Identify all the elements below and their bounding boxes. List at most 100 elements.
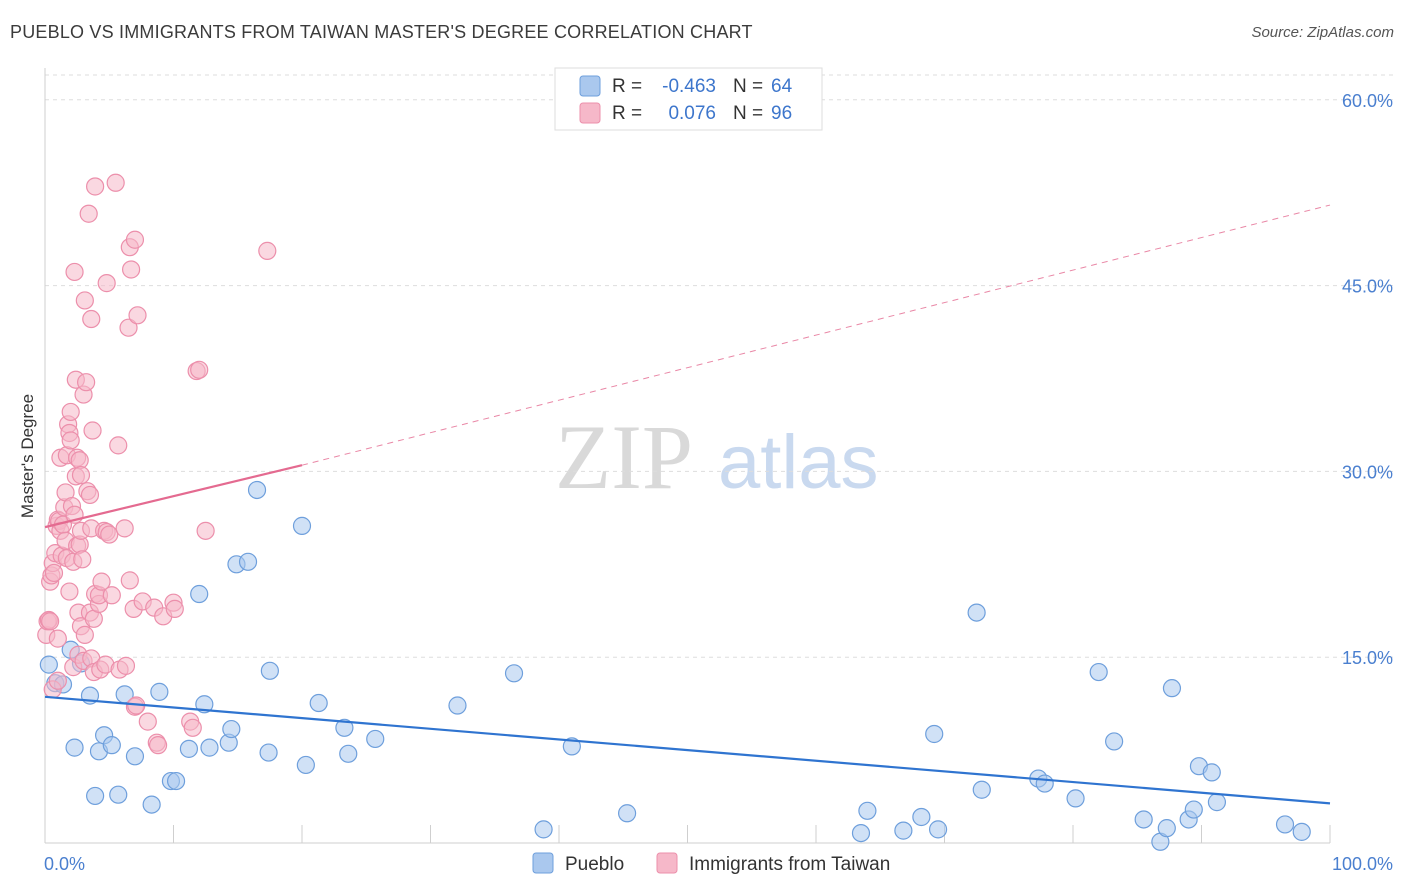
- pueblo-point: [928, 820, 948, 839]
- taiwan-point: [44, 563, 64, 583]
- y-tick-label: 60.0%: [1342, 91, 1393, 111]
- y-tick-label: 15.0%: [1342, 648, 1393, 668]
- pueblo-point: [912, 807, 931, 827]
- taiwan-point: [148, 736, 168, 755]
- taiwan-point: [80, 485, 100, 505]
- pueblo-point: [39, 655, 58, 674]
- scatter-points: [37, 173, 1311, 851]
- taiwan-point: [97, 274, 116, 293]
- taiwan-point: [165, 599, 184, 618]
- x-tick-label: 0.0%: [44, 854, 85, 874]
- taiwan-point: [183, 718, 202, 737]
- series-legend-label-taiwan: Immigrants from Taiwan: [689, 854, 890, 875]
- taiwan-point: [71, 466, 91, 485]
- pueblo-point: [851, 823, 871, 843]
- pueblo-point: [534, 820, 553, 839]
- pueblo-point: [1202, 763, 1221, 782]
- pueblo-point: [1134, 810, 1153, 829]
- pueblo-trend-line: [44, 695, 1331, 805]
- pueblo-point: [222, 719, 241, 739]
- pueblo-point: [86, 786, 105, 806]
- pueblo-point: [296, 755, 315, 775]
- taiwan-point: [121, 260, 141, 279]
- taiwan-point: [102, 586, 121, 605]
- pueblo-point: [1157, 819, 1176, 838]
- taiwan-point: [48, 629, 67, 648]
- taiwan-point: [115, 519, 134, 538]
- taiwan-point: [73, 550, 92, 569]
- y-tick-label: 45.0%: [1342, 277, 1393, 297]
- taiwan-point: [79, 204, 98, 223]
- taiwan-point: [61, 402, 80, 422]
- taiwan-point: [75, 291, 94, 310]
- watermark-zip: ZIP: [555, 406, 693, 508]
- pueblo-point: [1035, 774, 1054, 793]
- taiwan-point: [92, 572, 111, 591]
- x-tick-label: 100.0%: [1332, 854, 1393, 874]
- pueblo-point: [448, 696, 467, 715]
- pueblo-point: [109, 785, 128, 804]
- legend-r-value-2: 0.076: [668, 103, 716, 124]
- series-legend-swatch-pueblo: [532, 852, 554, 874]
- pueblo-point: [335, 718, 354, 737]
- taiwan-point: [258, 241, 277, 260]
- legend-r-value-1: -0.463: [662, 76, 716, 97]
- pueblo-point: [1275, 815, 1295, 834]
- taiwan-point: [48, 671, 67, 690]
- series-legend-swatch-taiwan: [656, 852, 678, 874]
- pueblo-point: [260, 661, 279, 680]
- pueblo-point: [1292, 822, 1311, 841]
- legend-n-label-2: N =: [733, 103, 763, 124]
- pueblo-point: [858, 801, 877, 820]
- pueblo-point: [1184, 800, 1203, 819]
- taiwan-point: [106, 173, 125, 192]
- watermark-atlas: atlas: [718, 420, 879, 505]
- pueblo-point: [190, 584, 209, 604]
- taiwan-point: [82, 309, 101, 329]
- pueblo-point: [150, 682, 169, 701]
- trend-lines: [44, 204, 1331, 805]
- pueblo-point: [125, 747, 145, 766]
- taiwan-point: [75, 625, 94, 644]
- pueblo-point: [972, 780, 991, 799]
- correlation-legend: R = -0.463 N = 64 R = 0.076 N = 96: [554, 67, 823, 131]
- pueblo-point: [1105, 732, 1124, 751]
- legend-r-label-2: R =: [612, 103, 642, 124]
- legend-n-value-2: 96: [771, 103, 792, 124]
- taiwan-point: [125, 230, 145, 249]
- chart-source: Source: ZipAtlas.com: [1251, 24, 1394, 41]
- legend-r-label-1: R =: [612, 76, 642, 97]
- pueblo-point: [1066, 789, 1085, 808]
- pueblo-point: [238, 552, 258, 571]
- taiwan-point: [190, 360, 209, 379]
- pueblo-point: [200, 738, 219, 757]
- pueblo-point: [179, 739, 199, 758]
- legend-n-value-1: 64: [771, 76, 793, 97]
- pueblo-point: [166, 771, 186, 791]
- taiwan-point: [196, 521, 215, 540]
- y-axis-label: Master's Degree: [18, 394, 37, 518]
- taiwan-trend-extension: [301, 204, 1331, 466]
- pueblo-point: [65, 738, 84, 757]
- pueblo-point: [339, 744, 358, 763]
- taiwan-point: [120, 571, 139, 590]
- pueblo-point: [366, 729, 385, 749]
- pueblo-point: [925, 724, 944, 744]
- taiwan-point: [138, 712, 157, 731]
- pueblo-point: [967, 603, 986, 622]
- pueblo-point: [102, 736, 121, 755]
- taiwan-point: [128, 306, 147, 325]
- pueblo-point: [618, 804, 637, 823]
- taiwan-point: [100, 525, 119, 544]
- taiwan-trend-line: [44, 464, 303, 529]
- legend-n-label-1: N =: [733, 76, 763, 97]
- taiwan-point: [65, 262, 84, 282]
- watermark: ZIP atlas: [555, 406, 879, 508]
- pueblo-point: [142, 795, 161, 814]
- pueblo-point: [259, 743, 278, 762]
- legend-swatch-pueblo: [579, 75, 601, 97]
- pueblo-point: [195, 695, 214, 714]
- pueblo-point: [1162, 679, 1182, 698]
- pueblo-point: [292, 516, 312, 535]
- taiwan-point: [119, 318, 138, 337]
